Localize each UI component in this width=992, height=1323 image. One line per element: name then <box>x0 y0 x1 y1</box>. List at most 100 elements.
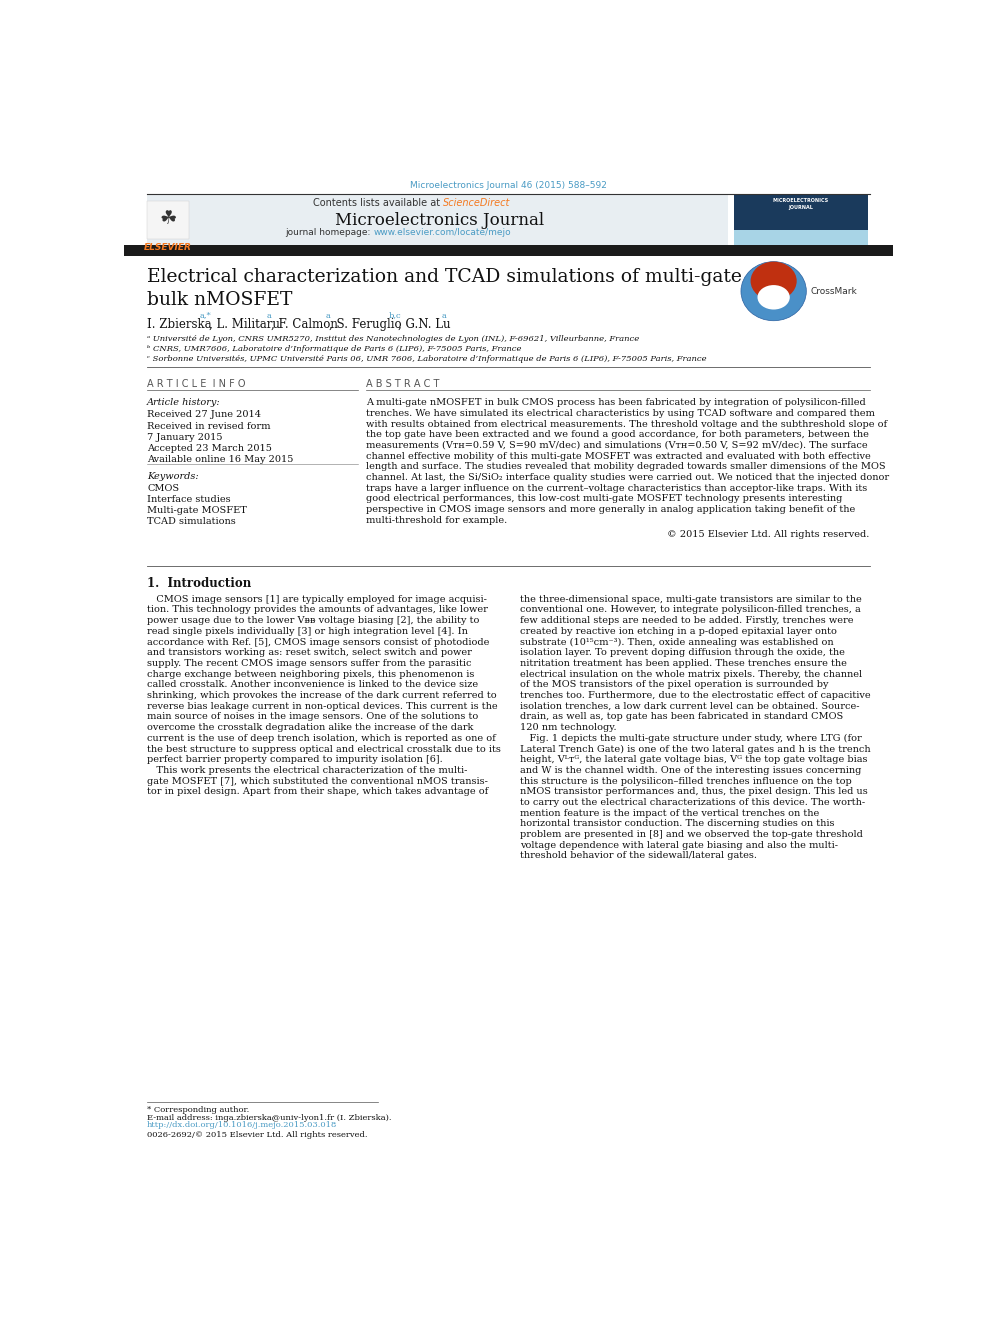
Text: shrinking, which provokes the increase of the dark current referred to: shrinking, which provokes the increase o… <box>147 691 497 700</box>
Text: traps have a larger influence on the current–voltage characteristics than accept: traps have a larger influence on the cur… <box>366 484 867 492</box>
Text: A R T I C L E  I N F O: A R T I C L E I N F O <box>147 378 246 389</box>
Text: 1.  Introduction: 1. Introduction <box>147 577 251 590</box>
Text: Keywords:: Keywords: <box>147 471 198 480</box>
Text: A B S T R A C T: A B S T R A C T <box>366 378 439 389</box>
Text: mention feature is the impact of the vertical trenches on the: mention feature is the impact of the ver… <box>520 808 819 818</box>
Text: charge exchange between neighboring pixels, this phenomenon is: charge exchange between neighboring pixe… <box>147 669 474 679</box>
Text: CrossMark: CrossMark <box>810 287 857 296</box>
Text: 120 nm technology.: 120 nm technology. <box>520 724 617 732</box>
Text: Lateral Trench Gate) is one of the two lateral gates and h is the trench: Lateral Trench Gate) is one of the two l… <box>520 745 871 754</box>
Text: b,c: b,c <box>389 312 401 320</box>
Text: nitritation treatment has been applied. These trenches ensure the: nitritation treatment has been applied. … <box>520 659 847 668</box>
Text: isolation trenches, a low dark current level can be obtained. Source-: isolation trenches, a low dark current l… <box>520 701 859 710</box>
Text: this structure is the polysilicon–filled trenches influence on the top: this structure is the polysilicon–filled… <box>520 777 852 786</box>
Ellipse shape <box>741 262 806 320</box>
Text: problem are presented in [8] and we observed the top-gate threshold: problem are presented in [8] and we obse… <box>520 830 863 839</box>
FancyBboxPatch shape <box>734 196 868 230</box>
Text: Microelectronics Journal: Microelectronics Journal <box>334 212 544 229</box>
FancyBboxPatch shape <box>124 245 893 255</box>
Text: and transistors working as: reset switch, select switch and power: and transistors working as: reset switch… <box>147 648 472 658</box>
Text: voltage dependence with lateral gate biasing and also the multi-: voltage dependence with lateral gate bia… <box>520 841 838 849</box>
Text: and W is the channel width. One of the interesting issues concerning: and W is the channel width. One of the i… <box>520 766 861 775</box>
Text: few additional steps are needed to be added. Firstly, trenches were: few additional steps are needed to be ad… <box>520 617 853 626</box>
Text: TCAD simulations: TCAD simulations <box>147 517 236 527</box>
Text: with results obtained from electrical measurements. The threshold voltage and th: with results obtained from electrical me… <box>366 419 887 429</box>
Text: substrate (10¹⁵cm⁻³). Then, oxide annealing was established on: substrate (10¹⁵cm⁻³). Then, oxide anneal… <box>520 638 833 647</box>
Text: gate MOSFET [7], which substituted the conventional nMOS transis-: gate MOSFET [7], which substituted the c… <box>147 777 488 786</box>
FancyBboxPatch shape <box>147 201 189 239</box>
Text: Fig. 1 depicts the multi-gate structure under study, where LTG (for: Fig. 1 depicts the multi-gate structure … <box>520 734 862 744</box>
Text: CMOS image sensors [1] are typically employed for image acquisi-: CMOS image sensors [1] are typically emp… <box>147 595 487 603</box>
Text: conventional one. However, to integrate polysilicon-filled trenches, a: conventional one. However, to integrate … <box>520 606 861 614</box>
Text: height, Vᴸᴛᴳ, the lateral gate voltage bias, Vᴳ the top gate voltage bias: height, Vᴸᴛᴳ, the lateral gate voltage b… <box>520 755 867 765</box>
Text: channel. At last, the Si/SiO₂ interface quality studies were carried out. We not: channel. At last, the Si/SiO₂ interface … <box>366 474 889 482</box>
Text: © 2015 Elsevier Ltd. All rights reserved.: © 2015 Elsevier Ltd. All rights reserved… <box>668 529 870 538</box>
Text: 0026-2692/© 2015 Elsevier Ltd. All rights reserved.: 0026-2692/© 2015 Elsevier Ltd. All right… <box>147 1131 368 1139</box>
Text: trenches too. Furthermore, due to the electrostatic effect of capacitive: trenches too. Furthermore, due to the el… <box>520 691 871 700</box>
Text: MICROELECTRONICS: MICROELECTRONICS <box>773 198 828 204</box>
Text: Microelectronics Journal 46 (2015) 588–592: Microelectronics Journal 46 (2015) 588–5… <box>410 181 607 191</box>
Text: Accepted 23 March 2015: Accepted 23 March 2015 <box>147 445 272 452</box>
Text: Electrical characterization and TCAD simulations of multi-gate
bulk nMOSFET: Electrical characterization and TCAD sim… <box>147 267 742 310</box>
Text: a: a <box>325 312 330 320</box>
Text: This work presents the electrical characterization of the multi-: This work presents the electrical charac… <box>147 766 467 775</box>
Text: trenches. We have simulated its electrical characteristics by using TCAD softwar: trenches. We have simulated its electric… <box>366 409 875 418</box>
Text: multi-threshold for example.: multi-threshold for example. <box>366 516 508 525</box>
Text: , S. Feruglio: , S. Feruglio <box>329 318 406 331</box>
Text: drain, as well as, top gate has been fabricated in standard CMOS: drain, as well as, top gate has been fab… <box>520 712 843 721</box>
Text: perspective in CMOS image sensors and more generally in analog application takin: perspective in CMOS image sensors and mo… <box>366 505 855 515</box>
Text: channel effective mobility of this multi-gate MOSFET was extracted and evaluated: channel effective mobility of this multi… <box>366 451 871 460</box>
Text: CMOS: CMOS <box>147 484 180 492</box>
Text: Contents lists available at: Contents lists available at <box>312 198 443 209</box>
Text: Available online 16 May 2015: Available online 16 May 2015 <box>147 455 294 464</box>
Text: a,*: a,* <box>200 312 212 320</box>
Text: horizontal transistor conduction. The discerning studies on this: horizontal transistor conduction. The di… <box>520 819 834 828</box>
Text: threshold behavior of the sidewall/lateral gates.: threshold behavior of the sidewall/later… <box>520 852 757 860</box>
Text: perfect barrier property compared to impurity isolation [6].: perfect barrier property compared to imp… <box>147 755 442 765</box>
Text: tion. This technology provides the amounts of advantages, like lower: tion. This technology provides the amoun… <box>147 606 488 614</box>
Text: E-mail address: inga.zbierska@univ-lyon1.fr (I. Zbierska).: E-mail address: inga.zbierska@univ-lyon1… <box>147 1114 392 1122</box>
Text: JOURNAL: JOURNAL <box>788 205 813 209</box>
Text: , L. Militaru: , L. Militaru <box>209 318 284 331</box>
Text: good electrical performances, this low-cost multi-gate MOSFET technology present: good electrical performances, this low-c… <box>366 495 842 504</box>
Text: * Corresponding author.: * Corresponding author. <box>147 1106 249 1114</box>
Text: Article history:: Article history: <box>147 398 220 407</box>
Text: measurements (Vᴛʜ=0.59 V, S=90 mV/dec) and simulations (Vᴛʜ=0.50 V, S=92 mV/dec): measurements (Vᴛʜ=0.59 V, S=90 mV/dec) a… <box>366 441 868 450</box>
Text: ELSEVIER: ELSEVIER <box>144 243 191 253</box>
Text: a: a <box>441 312 446 320</box>
Text: read single pixels individually [3] or high integration level [4]. In: read single pixels individually [3] or h… <box>147 627 468 636</box>
Text: , G.N. Lu: , G.N. Lu <box>398 318 454 331</box>
Text: 7 January 2015: 7 January 2015 <box>147 433 222 442</box>
Text: overcome the crosstalk degradation alike the increase of the dark: overcome the crosstalk degradation alike… <box>147 724 473 732</box>
Text: to carry out the electrical characterizations of this device. The worth-: to carry out the electrical characteriza… <box>520 798 865 807</box>
Text: electrical insulation on the whole matrix pixels. Thereby, the channel: electrical insulation on the whole matri… <box>520 669 862 679</box>
Text: nMOS transistor performances and, thus, the pixel design. This led us: nMOS transistor performances and, thus, … <box>520 787 868 796</box>
Text: the top gate have been extracted and we found a good accordance, for both parame: the top gate have been extracted and we … <box>366 430 869 439</box>
Text: A multi-gate nMOSFET in bulk CMOS process has been fabricated by integration of : A multi-gate nMOSFET in bulk CMOS proces… <box>366 398 866 407</box>
Text: the three-dimensional space, multi-gate transistors are similar to the: the three-dimensional space, multi-gate … <box>520 595 862 603</box>
Text: accordance with Ref. [5], CMOS image sensors consist of photodiode: accordance with Ref. [5], CMOS image sen… <box>147 638 489 647</box>
Text: the best structure to suppress optical and electrical crosstalk due to its: the best structure to suppress optical a… <box>147 745 501 754</box>
Ellipse shape <box>751 262 797 300</box>
Text: current is the use of deep trench isolation, which is reported as one of: current is the use of deep trench isolat… <box>147 734 496 742</box>
Text: ᶜ Sorbonne Universités, UPMC Université Paris 06, UMR 7606, Laboratoire d’Inform: ᶜ Sorbonne Universités, UPMC Université … <box>147 356 706 364</box>
Text: www.elsevier.com/locate/mejo: www.elsevier.com/locate/mejo <box>374 228 512 237</box>
Text: http://dx.doi.org/10.1016/j.mejo.2015.03.018: http://dx.doi.org/10.1016/j.mejo.2015.03… <box>147 1122 337 1130</box>
Text: ᵃ Université de Lyon, CNRS UMR5270, Institut des Nanotechnologies de Lyon (INL),: ᵃ Université de Lyon, CNRS UMR5270, Inst… <box>147 335 639 343</box>
Text: reverse bias leakage current in non-optical devices. This current is the: reverse bias leakage current in non-opti… <box>147 701 498 710</box>
Text: ☘: ☘ <box>159 209 177 229</box>
Text: power usage due to the lower Vᴃᴃ voltage biasing [2], the ability to: power usage due to the lower Vᴃᴃ voltage… <box>147 617 479 626</box>
Text: created by reactive ion etching in a p-doped epitaxial layer onto: created by reactive ion etching in a p-d… <box>520 627 837 636</box>
Text: Received in revised form: Received in revised form <box>147 422 271 430</box>
Text: called crosstalk. Another inconvenience is linked to the device size: called crosstalk. Another inconvenience … <box>147 680 478 689</box>
FancyBboxPatch shape <box>734 196 868 246</box>
Text: Multi-gate MOSFET: Multi-gate MOSFET <box>147 507 247 515</box>
Text: ᵇ CNRS, UMR7606, Laboratoire d’Informatique de Paris 6 (LIP6), F-75005 Paris, Fr: ᵇ CNRS, UMR7606, Laboratoire d’Informati… <box>147 345 522 353</box>
Text: I. Zbierska: I. Zbierska <box>147 318 215 331</box>
Text: tor in pixel design. Apart from their shape, which takes advantage of: tor in pixel design. Apart from their sh… <box>147 787 488 796</box>
Text: Interface studies: Interface studies <box>147 495 231 504</box>
Text: journal homepage:: journal homepage: <box>286 228 374 237</box>
Text: main source of noises in the image sensors. One of the solutions to: main source of noises in the image senso… <box>147 712 478 721</box>
Text: a: a <box>267 312 272 320</box>
Text: of the MOS transistors of the pixel operation is surrounded by: of the MOS transistors of the pixel oper… <box>520 680 828 689</box>
